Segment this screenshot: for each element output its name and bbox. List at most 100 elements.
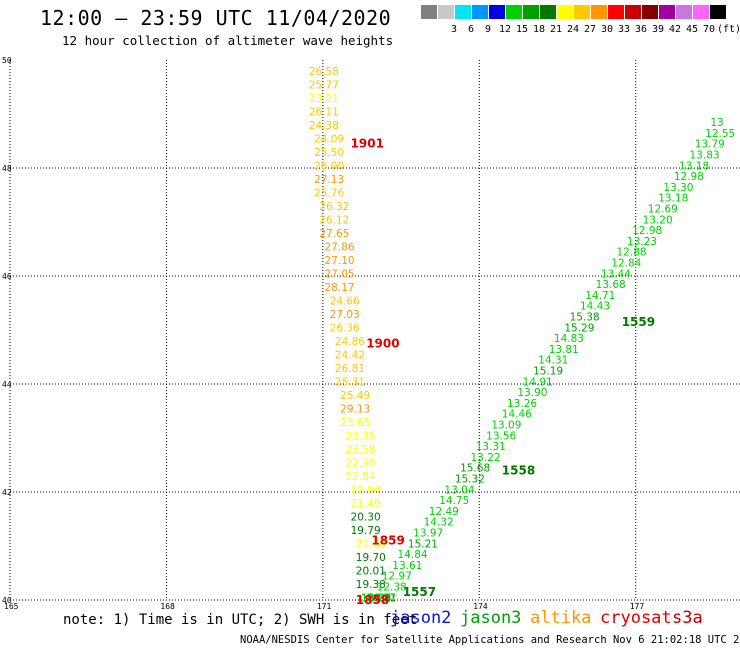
swh-value-label: 15.69 — [361, 592, 391, 604]
satellite-jason3: jason3 — [460, 608, 522, 628]
swh-value-label: 14.75 — [439, 495, 469, 507]
legend-label: 70 — [702, 24, 716, 35]
swh-value-label: 14.83 — [554, 333, 584, 345]
swh-value-label: 13.56 — [486, 430, 516, 442]
swh-value-label: 14.46 — [502, 409, 532, 421]
swh-value-label: 20.01 — [356, 565, 386, 577]
time-label: 1859 — [371, 534, 404, 548]
swh-value-label: 27.10 — [325, 255, 355, 267]
swh-value-label: 13.44 — [601, 268, 631, 280]
swh-value-label: 26.36 — [330, 322, 360, 334]
swh-value-label: 27.13 — [314, 174, 344, 186]
time-label: 1559 — [622, 315, 655, 329]
swh-value-label: 25.49 — [340, 390, 370, 402]
swh-value-label: 13.23 — [627, 236, 657, 248]
legend-label: 42 — [668, 24, 682, 35]
swh-value-label: 13.18 — [679, 160, 709, 172]
legend-label: 24 — [566, 24, 580, 35]
swh-value-label: 13.97 — [413, 528, 443, 540]
swh-value-label: 24.38 — [309, 120, 339, 132]
swh-value-label: 23.35 — [345, 430, 375, 442]
swh-value-label: 26.12 — [319, 214, 349, 226]
swh-value-label: 14.71 — [585, 290, 615, 302]
swh-value-label: 12.38 — [377, 582, 407, 594]
y-tick-label: 50 — [2, 56, 12, 65]
swh-value-label: 19.70 — [356, 552, 386, 564]
swh-value-label: 25.50 — [314, 147, 344, 159]
swh-value-label: 12.98 — [632, 225, 662, 237]
legend-label: 12 — [498, 24, 512, 35]
time-label: 1900 — [366, 337, 399, 351]
swh-value-label: 22.84 — [345, 471, 375, 483]
swh-value-label: 19.79 — [351, 525, 381, 537]
swh-value-label: 12.49 — [429, 506, 459, 518]
swh-value-label: 15.21 — [408, 538, 438, 550]
swh-value-label: 15.32 — [455, 474, 485, 486]
legend-label: 15 — [515, 24, 529, 35]
swh-value-label: 13.18 — [658, 193, 688, 205]
swh-value-label: 27.03 — [330, 309, 360, 321]
swh-value-label: 14.91 — [523, 376, 553, 388]
legend-swatch — [489, 5, 505, 19]
legend-swatch — [472, 5, 488, 19]
swh-value-label: 13.30 — [663, 182, 693, 194]
swh-value-label: 23.65 — [340, 417, 370, 429]
legend-swatch — [421, 5, 437, 19]
legend-swatch — [693, 5, 709, 19]
satellite-jason2: jason2 — [390, 608, 452, 628]
legend-label: 36 — [634, 24, 648, 35]
swh-value-label: 24.66 — [330, 295, 360, 307]
swh-value-label: 25.31 — [335, 376, 365, 388]
legend-swatch — [676, 5, 692, 19]
swh-value-label: 13.31 — [476, 441, 506, 453]
legend-swatch — [608, 5, 624, 19]
swh-value-label: 26.81 — [335, 363, 365, 375]
chart-title: 12:00 – 23:59 UTC 11/04/2020 — [40, 6, 392, 30]
legend-label: 9 — [484, 24, 492, 35]
swh-value-label: 16.31 — [361, 592, 391, 604]
legend-label: 27 — [583, 24, 597, 35]
swh-value-label: 18.26 — [361, 592, 391, 604]
swh-value-label: 13.04 — [444, 484, 474, 496]
swh-value-label: 14.31 — [538, 355, 568, 367]
swh-value-label: 13.68 — [596, 279, 626, 291]
swh-value-label: 25.77 — [309, 79, 339, 91]
time-label: 1558 — [502, 463, 535, 477]
legend-swatch — [438, 5, 454, 19]
chart-subtitle: 12 hour collection of altimeter wave hei… — [62, 33, 394, 48]
time-label: 1901 — [351, 137, 384, 151]
satellite-cryosat: cryosat — [600, 608, 672, 628]
legend-label: 3 — [450, 24, 458, 35]
swh-value-label: 13.26 — [507, 398, 537, 410]
legend-label: 18 — [532, 24, 546, 35]
swh-value-label: 12.69 — [648, 204, 678, 216]
swh-value-label: 19.38 — [356, 579, 386, 591]
swh-value-label: 26.11 — [309, 106, 339, 118]
swh-value-label: 14.43 — [580, 301, 610, 313]
swh-value-label: 12.98 — [674, 171, 704, 183]
legend-label: 6 — [467, 24, 475, 35]
swh-value-label: 13 — [710, 117, 723, 129]
x-tick-label: 174 — [473, 602, 488, 611]
legend-swatch — [455, 5, 471, 19]
swh-value-label: 28.17 — [325, 282, 355, 294]
footer-credit: NOAA/NESDIS Center for Satellite Applica… — [240, 634, 740, 646]
swh-value-label: 13.81 — [549, 344, 579, 356]
legend-swatch — [523, 5, 539, 19]
legend-label: 30 — [600, 24, 614, 35]
legend-swatch — [506, 5, 522, 19]
swh-value-label: 15.19 — [533, 366, 563, 378]
swh-value-label: 20.30 — [351, 511, 381, 523]
swh-value-label: 27.65 — [319, 228, 349, 240]
legend-swatch — [659, 5, 675, 19]
legend-swatch — [642, 5, 658, 19]
swh-value-label: 24.09 — [314, 133, 344, 145]
swh-value-label: 26.00 — [314, 160, 344, 172]
x-tick-label: 177 — [630, 602, 645, 611]
swh-value-label: 12.55 — [705, 128, 735, 140]
swh-value-label: 13.61 — [392, 560, 422, 572]
swh-value-label: 12.97 — [382, 571, 412, 583]
swh-value-label: 27.05 — [325, 268, 355, 280]
swh-value-label: 26.32 — [319, 201, 349, 213]
